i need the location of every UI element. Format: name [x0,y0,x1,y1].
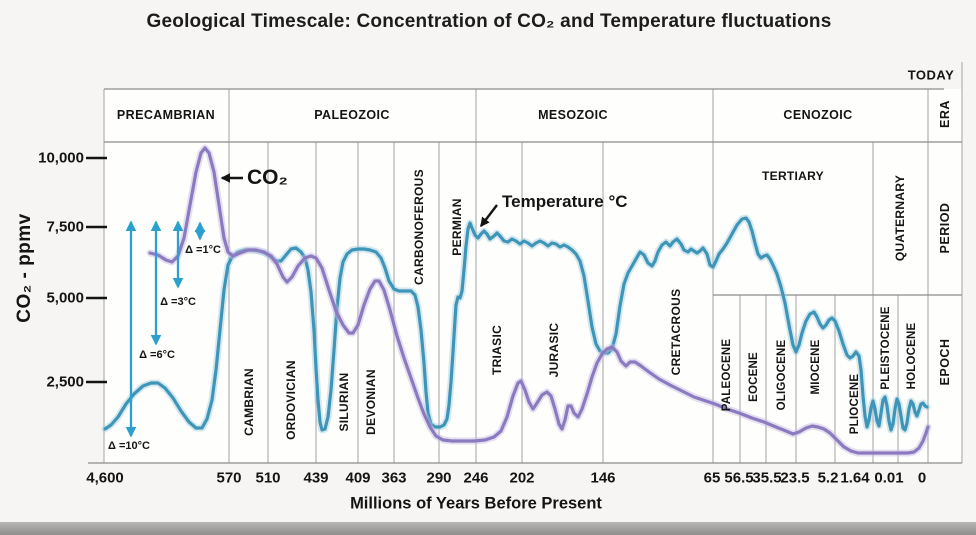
temperature-label-arrow [480,204,498,228]
grid-lines [86,62,963,464]
bottom-gray-bar [0,522,976,535]
co2-curve [148,146,930,455]
delta-arrows [125,220,206,438]
temperature-curve-group [101,214,931,434]
plot-background [104,89,962,463]
temperature-curve [103,216,929,432]
co2-curve-group [146,144,932,457]
